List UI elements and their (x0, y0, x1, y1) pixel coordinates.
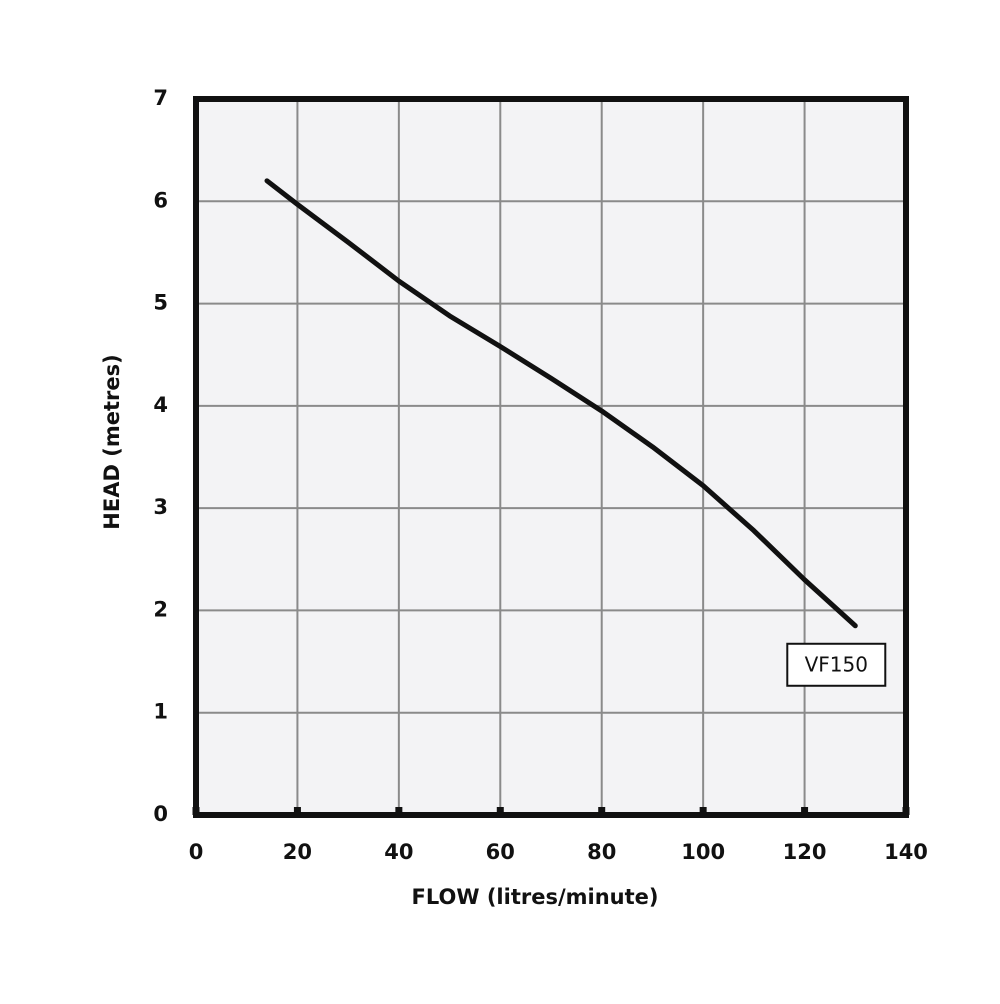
y-tick-label: 1 (153, 700, 168, 724)
x-tick-label: 60 (486, 840, 515, 864)
y-tick-label: 3 (153, 495, 168, 519)
x-tick-label: 120 (783, 840, 827, 864)
y-tick-label: 6 (153, 188, 168, 212)
lines (264, 178, 858, 629)
y-tick-label: 5 (153, 291, 168, 315)
series-label: VF150 (786, 642, 887, 687)
plot-frame (193, 96, 909, 818)
x-tick-label: 20 (283, 840, 312, 864)
x-tick-label: 0 (189, 840, 204, 864)
x-tick-label: 40 (384, 840, 413, 864)
y-tick-label: 2 (153, 597, 168, 621)
x-axis-label: FLOW (litres/minute) (412, 885, 659, 909)
y-axis-label: HEAD (metres) (100, 354, 124, 529)
series-name: VF150 (805, 652, 868, 676)
x-tick-label: 140 (884, 840, 928, 864)
x-tick-label: 100 (681, 840, 725, 864)
x-tick-label: 80 (587, 840, 616, 864)
y-tick-label: 0 (153, 802, 168, 826)
y-tick-label: 7 (153, 86, 168, 110)
y-tick-label: 4 (153, 393, 168, 417)
line (264, 178, 858, 629)
label-box (786, 642, 887, 687)
